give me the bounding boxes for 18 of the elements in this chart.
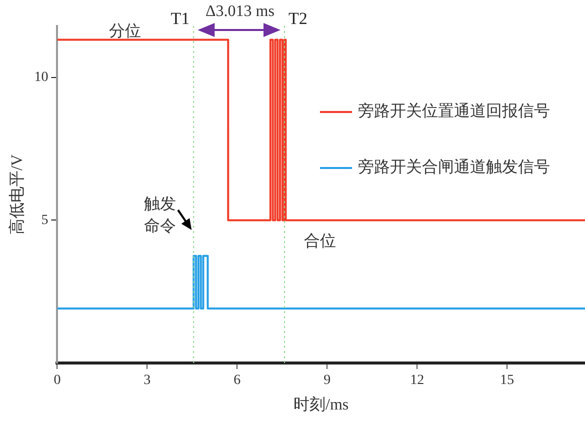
legend-label: 旁路开关合闸通道触发信号 (358, 158, 550, 176)
ref-line-label: T1 (170, 8, 190, 28)
y-axis-title: 高低电平/V (8, 154, 26, 234)
ref-line-label: T2 (288, 8, 308, 28)
x-tick-label: 3 (144, 373, 151, 388)
legend-label: 旁路开关位置通道回报信号 (358, 102, 550, 120)
x-tick-label: 6 (234, 373, 241, 388)
y-tick-label: 10 (34, 70, 48, 86)
text: Δ3.013 ms (206, 3, 274, 20)
x-axis-title: 时刻/ms (294, 396, 349, 414)
x-tick-label: 15 (500, 373, 514, 388)
x-tick-label: 9 (324, 373, 331, 388)
x-tick-label: 12 (410, 373, 424, 388)
y-tick-label: 5 (41, 212, 48, 228)
annotation: 分位 (109, 23, 141, 40)
annotation: 触发命令 (144, 196, 176, 236)
x-tick-label: 0 (54, 373, 61, 388)
annotation: 合位 (304, 232, 336, 250)
